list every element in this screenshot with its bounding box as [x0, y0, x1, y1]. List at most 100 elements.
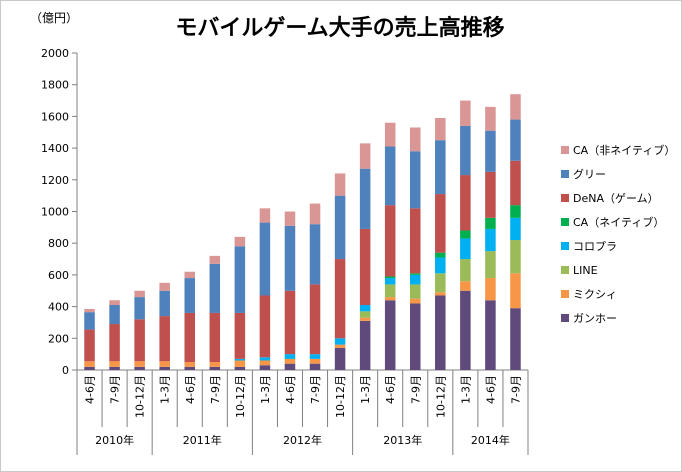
x-tick-label: 7-9月: [409, 375, 422, 404]
bar-segment: [485, 251, 496, 279]
bar-segment: [510, 217, 521, 241]
bar-segment: [384, 300, 396, 370]
bar-segment: [409, 151, 421, 209]
bar-segment: [334, 347, 346, 370]
y-tick-label: 1200: [41, 174, 69, 187]
bar-segment: [184, 271, 196, 279]
bar-segment: [309, 354, 321, 359]
bar-segment: [510, 94, 521, 120]
x-tick-label: 4-6月: [484, 375, 497, 404]
bar-segment: [209, 255, 221, 264]
bar-segment: [409, 298, 421, 304]
bar-segment: [460, 238, 471, 260]
bar-segment: [359, 168, 371, 229]
legend-entry: CA（非ネイティブ）: [573, 143, 675, 157]
bar-segment: [359, 143, 371, 169]
unit-label: （億円）: [30, 11, 78, 25]
bar-segment: [409, 127, 421, 152]
bar-segment: [510, 160, 521, 206]
bar-segment: [460, 175, 471, 231]
x-tick-label: 1-3月: [159, 375, 172, 404]
bar-segment: [84, 366, 95, 370]
bar-segment: [460, 259, 471, 282]
bar-segment: [460, 290, 471, 370]
bar-segment: [134, 361, 145, 367]
chart-title: モバイルゲーム大手の売上高推移: [175, 15, 504, 41]
bar-segment: [234, 236, 246, 247]
bar-segment: [409, 303, 421, 370]
x-tick-label: 4-6月: [184, 375, 197, 404]
y-tick-label: 800: [48, 237, 69, 250]
bar-segment: [209, 366, 221, 370]
bar-segment: [485, 171, 496, 218]
bar-segment: [485, 278, 496, 301]
bar-segment: [109, 324, 120, 362]
y-tick-label: 200: [48, 332, 69, 345]
bar-segment: [309, 363, 321, 370]
bar-segment: [134, 297, 145, 320]
legend-entry: LINE: [573, 264, 598, 277]
bar-segment: [334, 338, 346, 345]
bar-segment: [259, 357, 271, 361]
bar-segment: [309, 203, 321, 225]
legend-swatch: [561, 170, 569, 178]
bar-segment: [435, 295, 446, 370]
bar-segment: [234, 358, 246, 361]
bar-segment: [384, 205, 396, 277]
bar-segment: [510, 205, 521, 218]
bar-segment: [435, 292, 446, 296]
bar-segment: [234, 366, 246, 370]
x-tick-label: 4-6月: [284, 375, 297, 404]
legend-entry: CA（ネイティブ）: [573, 215, 664, 229]
bar-segment: [510, 119, 521, 161]
bar-segment: [334, 344, 346, 348]
year-group-label: 2011年: [183, 433, 222, 447]
legend-entry: ガンホー: [573, 312, 617, 325]
bar-segment: [109, 361, 120, 367]
bar-segment: [109, 300, 120, 306]
year-group-label: 2014年: [471, 433, 510, 447]
bar-segment: [435, 252, 446, 258]
bar-segment: [485, 130, 496, 172]
bar-segment: [159, 366, 170, 370]
bar-segment: [334, 259, 346, 339]
bar-segment: [384, 122, 396, 147]
y-tick-label: 2000: [41, 47, 69, 60]
legend-swatch: [561, 266, 569, 274]
bar-segment: [134, 366, 145, 370]
bar-segment: [184, 278, 196, 313]
bar-segment: [485, 106, 496, 131]
y-tick-label: 1000: [41, 206, 69, 219]
bar-segment: [409, 208, 421, 274]
legend-entry: DeNA（ゲーム）: [573, 192, 659, 205]
legend-swatch: [561, 242, 569, 250]
legend-swatch: [561, 218, 569, 226]
bar-segment: [409, 284, 421, 299]
bar-segment: [84, 329, 95, 362]
bar-segment: [384, 278, 396, 285]
bar-segment: [84, 308, 95, 313]
bar-segment: [209, 362, 221, 367]
bar-segment: [384, 276, 396, 279]
bar-segment: [359, 228, 371, 306]
x-tick-label: 7-9月: [509, 375, 522, 404]
year-group-label: 2010年: [95, 433, 134, 447]
x-tick-label: 10-12月: [434, 375, 447, 418]
legend-entry: コロプラ: [573, 240, 617, 253]
bar-segment: [334, 173, 346, 196]
x-tick-label: 10-12月: [134, 375, 147, 418]
bar-segment: [384, 297, 396, 301]
bar-segment: [384, 146, 396, 206]
bar-segment: [460, 100, 471, 126]
bar-segment: [234, 360, 246, 367]
year-group-label: 2012年: [283, 433, 322, 447]
x-tick-label: 7-9月: [209, 375, 222, 404]
x-tick-label: 4-6月: [384, 375, 397, 404]
x-tick-label: 1-3月: [259, 375, 272, 404]
bar-segment: [184, 312, 196, 363]
year-group-label: 2013年: [383, 433, 422, 447]
bar-segment: [284, 363, 296, 370]
bar-segment: [234, 246, 246, 313]
bar-segment: [209, 312, 221, 363]
